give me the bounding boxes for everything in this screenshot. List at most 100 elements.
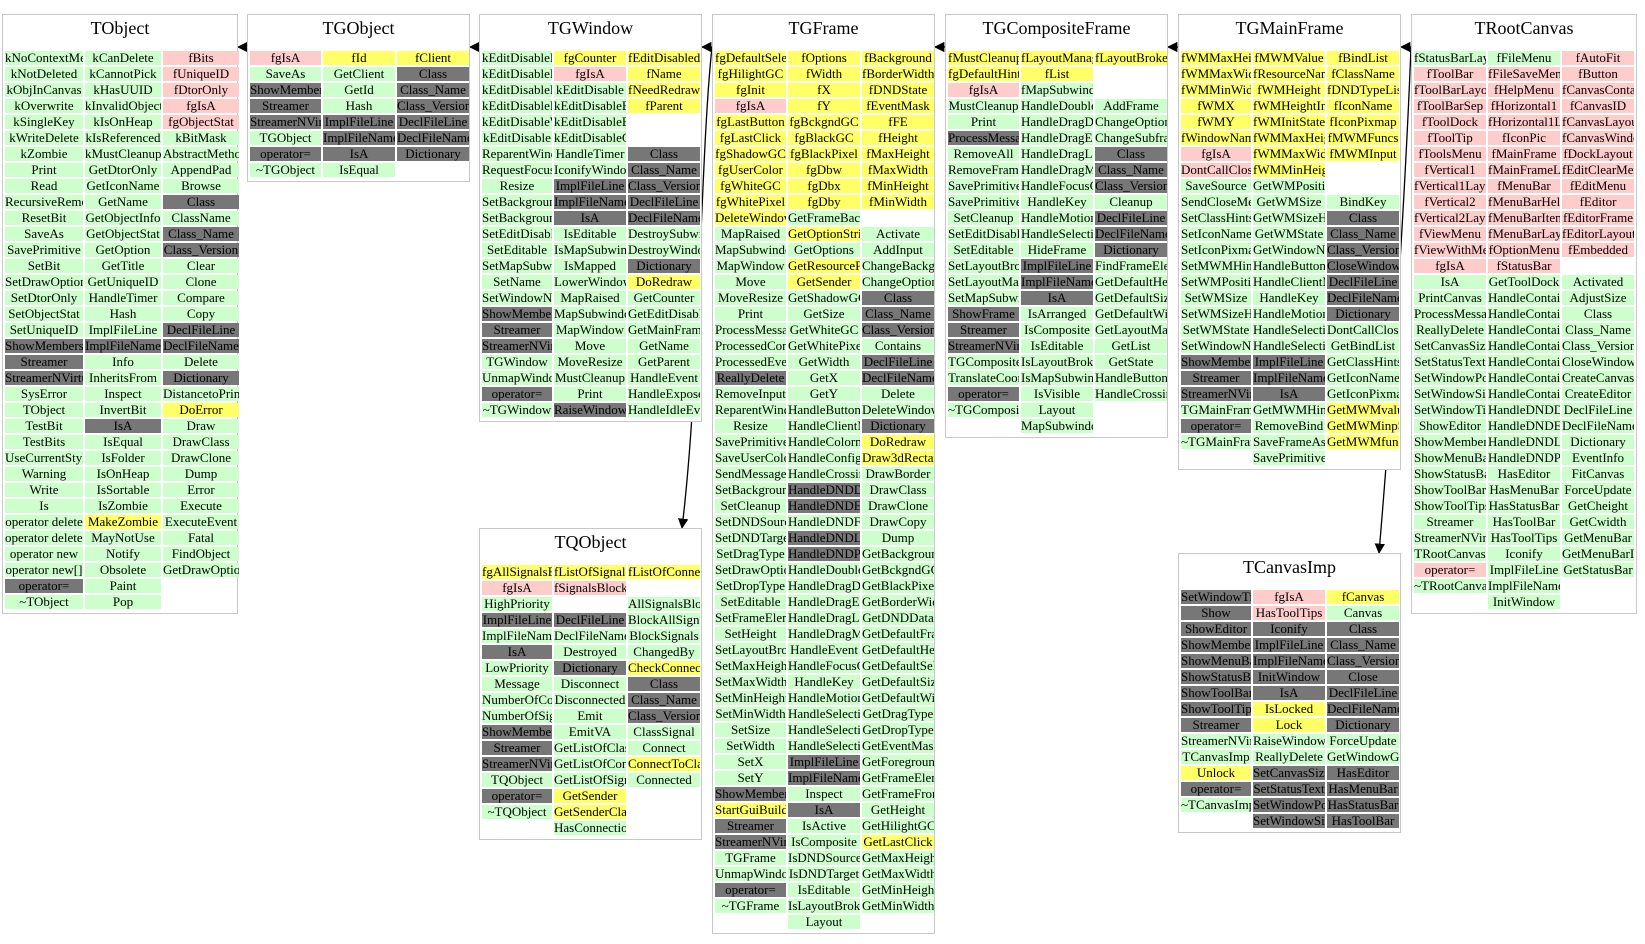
member-cell: kEditDisable — [482, 131, 552, 145]
member-cell: fWMMinHeight — [1253, 163, 1325, 177]
member-cell: ImplFileLine — [482, 613, 552, 627]
member-cell: HideFrame — [1021, 243, 1093, 257]
member-cell: GetTitle — [85, 259, 161, 273]
member-cell: GetDefaultHeight — [1095, 275, 1167, 289]
member-cell: CloseWindow — [1327, 259, 1399, 273]
member-cell: fWMMaxHeight — [1181, 51, 1251, 65]
member-cell: operator delete — [5, 515, 83, 529]
member-cell: kEditDisableEvents — [554, 115, 626, 129]
member-cell: GetCwidth — [1562, 515, 1634, 529]
member-cell: fEmbedded — [1562, 243, 1634, 257]
member-cell: Class — [397, 67, 469, 81]
member-cell: Hash — [323, 99, 395, 113]
member-cell: fMenuBar — [1488, 179, 1560, 193]
member-cell: fMWMFuncs — [1327, 131, 1399, 145]
member-cell: Clone — [163, 275, 239, 289]
member-cell: SetY — [715, 771, 786, 785]
member-cell: DoRedraw — [862, 435, 934, 449]
member-cell: operator= — [5, 579, 83, 593]
member-cell — [1327, 163, 1399, 177]
member-cell: SetLayoutManager — [948, 275, 1019, 289]
member-cell: fgIsA — [554, 67, 626, 81]
member-cell: SetWindowPosition — [1414, 371, 1486, 385]
member-cell: fMenuBarItemLayout — [1488, 211, 1560, 225]
member-cell: Dictionary — [163, 371, 239, 385]
member-cell: fToolBarLayout — [1414, 83, 1486, 97]
member-cell: kEditDisableKeyEnable — [482, 67, 552, 81]
member-cell: fMapSubwindows — [1021, 83, 1093, 97]
member-cell: fBorderWidth — [862, 67, 934, 81]
member-cell: fCanvasWindow — [1562, 131, 1634, 145]
member-cell: ShowStatusBar — [1181, 670, 1251, 684]
member-cell: GetListOfClassSignals — [554, 741, 626, 755]
member-cell: ProcessMessage — [715, 323, 786, 337]
member-cell: HandleTimer — [85, 291, 161, 305]
member-cell: RaiseWindow — [1253, 734, 1325, 748]
member-cell: BindKey — [1327, 195, 1399, 209]
member-cell: SetEditable — [482, 243, 552, 257]
member-cell: fCanvasID — [1562, 99, 1634, 113]
member-cell: IsMapped — [554, 259, 626, 273]
member-cell: fIconPic — [1488, 131, 1560, 145]
member-cell: GetDtorOnly — [85, 163, 161, 177]
member-cell: GetMinHeight — [862, 883, 934, 897]
member-cell: TRootCanvas — [1414, 547, 1486, 561]
member-cell: IsLayoutBroken — [788, 899, 860, 913]
member-cell: SetBackgroundColor — [482, 195, 552, 209]
member-cell: ShowMembers — [715, 787, 786, 801]
member-cell: GetSize — [788, 307, 860, 321]
member-cell: Class — [1327, 211, 1399, 225]
member-cell: fHorizontal1 — [1488, 99, 1560, 113]
member-cell: kInvalidObject — [85, 99, 161, 113]
member-cell: Dictionary — [862, 419, 934, 433]
member-cell: SetEditDisabled — [482, 227, 552, 241]
member-cell: ImplFileName — [1253, 654, 1325, 668]
member-cell: ImplFileName — [1021, 275, 1093, 289]
member-cell: SetEditable — [715, 595, 786, 609]
member-cell: fCanvasContainer — [1562, 83, 1634, 97]
member-cell: ImplFileName — [482, 629, 552, 643]
member-cell: fToolsMenu — [1414, 147, 1486, 161]
member-cell: SetMaxHeight — [715, 659, 786, 673]
member-cell: kCanDelete — [85, 51, 161, 65]
member-cell: HandleButton — [1095, 371, 1167, 385]
member-cell: GetId — [323, 83, 395, 97]
member-cell: Dump — [862, 531, 934, 545]
member-cell: fCanvasLayout — [1562, 115, 1634, 129]
member-cell: HandleSelection — [1253, 323, 1325, 337]
member-cell: TestBit — [5, 419, 83, 433]
member-cell: GetSender — [554, 789, 626, 803]
member-cell: fgHilightGC — [715, 67, 786, 81]
member-cell — [1327, 179, 1399, 193]
member-cell: RemoveFrame — [948, 163, 1019, 177]
member-cell: fgLastClick — [715, 131, 786, 145]
member-cell: HasConnection — [554, 821, 626, 835]
member-cell: DeleteWindow — [862, 403, 934, 417]
member-cell: ShowMenuBar — [1181, 654, 1251, 668]
member-cell: Draw — [163, 419, 239, 433]
member-cell: CheckConnectArgs — [628, 661, 700, 675]
member-cell: fFileSaveMenu — [1488, 67, 1560, 81]
member-cell: HasEditor — [1488, 467, 1560, 481]
member-cell: fgAllSignalsBlocked — [482, 565, 552, 579]
member-cell: GetWMState — [1253, 227, 1325, 241]
member-cell: Resize — [482, 179, 552, 193]
member-cell: Class — [862, 291, 934, 305]
member-cell: Print — [554, 387, 626, 401]
member-cell: HandleDNDPosition — [788, 547, 860, 561]
member-cell: Error — [163, 483, 239, 497]
member-cell: fgIsA — [948, 83, 1019, 97]
member-cell: SetLayoutBroken — [715, 643, 786, 657]
member-cell: TGCompositeFrame — [948, 355, 1019, 369]
member-cell: Execute — [163, 499, 239, 513]
member-cell: IsFolder — [85, 451, 161, 465]
member-cell: IsLayoutBroken — [1021, 355, 1093, 369]
member-cell: Connect — [628, 741, 700, 755]
member-cell: IsMapSubwindows — [554, 243, 626, 257]
member-cell: Class — [628, 147, 700, 161]
member-cell: HandleDNDEnter — [788, 499, 860, 513]
member-cell: GetFrameBackground — [788, 211, 860, 225]
member-cell: ImplFileName — [1253, 371, 1325, 385]
member-cell: fViewWithMenu — [1414, 243, 1486, 257]
member-cell: Dump — [163, 467, 239, 481]
